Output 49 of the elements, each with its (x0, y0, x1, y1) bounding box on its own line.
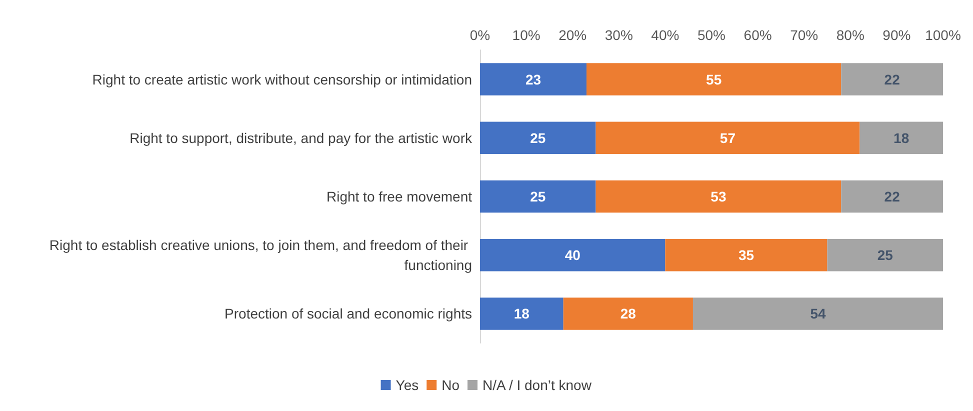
x-tick-label: 70% (790, 27, 818, 43)
bar (596, 122, 860, 154)
x-tick-label: 40% (651, 27, 680, 43)
x-tick-label: 60% (744, 27, 772, 43)
data-label: 25 (530, 130, 546, 146)
bar (841, 63, 943, 96)
bar (827, 238, 943, 272)
data-label: 54 (810, 306, 826, 322)
bar (860, 122, 943, 154)
data-label: 18 (894, 130, 910, 146)
bar (596, 180, 842, 213)
bar (563, 298, 693, 330)
y-tick-label: Right to create artistic work without censorship or intimidation (92, 71, 472, 88)
data-label: 35 (738, 247, 754, 264)
bar (841, 180, 943, 213)
bar (692, 298, 943, 330)
data-label: 53 (710, 188, 726, 204)
bar (665, 238, 828, 272)
legend-label: Yes (396, 377, 419, 393)
legend-label: N/A / I don’t know (482, 377, 592, 393)
data-label: 22 (884, 71, 900, 88)
legend-label: No (442, 377, 460, 393)
y-tick-label: Right to support, distribute, and pay for the artistic work (130, 130, 473, 146)
data-label: 23 (525, 71, 542, 88)
bar (586, 63, 842, 96)
x-tick-label: 10% (512, 27, 540, 43)
x-tick-label: 30% (604, 27, 633, 43)
data-label: 57 (720, 130, 736, 146)
x-tick-label: 20% (558, 27, 587, 43)
y-tick-label: Right to establish creative unions, to join them, and freedom of their functioning (49, 237, 472, 274)
x-tick-label: 90% (882, 27, 911, 43)
data-label: 55 (706, 71, 722, 88)
data-label: 25 (530, 188, 546, 204)
x-tick-label: 100% (925, 27, 961, 43)
bar (480, 63, 586, 96)
data-label: 25 (877, 247, 894, 264)
data-label: 40 (564, 247, 581, 264)
data-label: 18 (514, 306, 530, 322)
data-label: 22 (884, 188, 900, 204)
y-tick-label: Right to free movement (326, 188, 472, 204)
bar (480, 238, 666, 272)
bar (480, 298, 564, 330)
x-tick-label: 50% (697, 27, 726, 43)
x-tick-label: 80% (836, 27, 864, 43)
y-tick-label: Protection of social and economic rights (224, 306, 472, 322)
bar (480, 122, 596, 154)
data-label: 28 (620, 306, 636, 322)
x-tick-label: 0% (470, 27, 490, 43)
bar (480, 180, 596, 213)
